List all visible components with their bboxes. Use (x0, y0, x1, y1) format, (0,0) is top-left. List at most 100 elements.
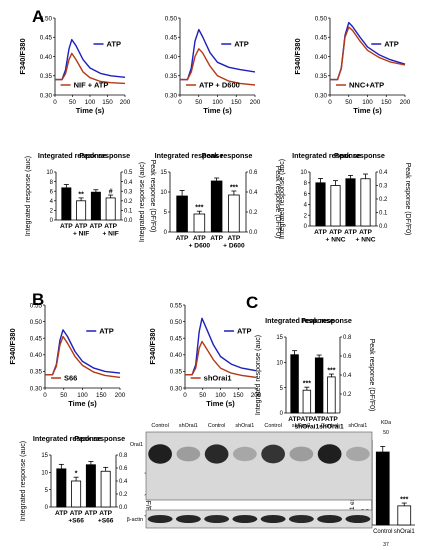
series-line-control (180, 28, 256, 81)
category-label: ATP (314, 229, 327, 236)
y2-tick-label: 0.3 (124, 189, 133, 195)
significance-marker: ** (78, 191, 84, 198)
kda-marker: 25 (383, 490, 389, 496)
y2-tick-label: 0.6 (343, 354, 352, 360)
series-line-treated (185, 340, 257, 379)
series-line-treated (180, 48, 256, 86)
orai1-band (233, 446, 257, 462)
bar (90, 191, 101, 221)
bar (397, 505, 412, 526)
lane-label: shOrai1 (179, 423, 198, 429)
bar (314, 357, 324, 414)
y-tick-label: 0.45 (30, 336, 43, 343)
bar-chart-A6: 0 2 4 6 8 10 0.0 0.1 0.2 0.3 0.4 Integrated respons… (279, 151, 411, 244)
bar (327, 376, 336, 414)
y-tick-label: 0.45 (170, 336, 183, 343)
row-label-orai1: Orai1 (130, 442, 143, 448)
bar-chart-A4: 0 2 4 6 8 10 0.0 0.1 0.2 0.3 0.4 0.5 Integrated resp… (25, 151, 156, 238)
y-tick-label: 5 (280, 386, 284, 392)
orai1-band (317, 444, 342, 464)
orai1-blot-background (145, 431, 373, 501)
y2-tick-label: 0.6 (249, 170, 258, 176)
x-tick-label: 0 (178, 99, 182, 106)
y2-tick-label: 0.8 (119, 453, 128, 459)
category-label: ATP (344, 229, 357, 236)
y2-tick-label: 0.2 (124, 199, 133, 205)
category-label: ATP + NNC (356, 229, 376, 244)
line-chart-A3: 0.30 0.35 0.40 0.45 0.50 0 50 100 150 200 Time (s)… (293, 15, 411, 115)
y-tick-label: 15 (41, 453, 48, 459)
bar (105, 197, 116, 221)
y-tick-label: 4 (304, 203, 308, 209)
significance-marker: *** (303, 381, 311, 388)
y2-axis-title: Peak response (DF/F0) (368, 339, 375, 412)
actin-band (204, 515, 230, 523)
y-tick-label: 0.30 (315, 92, 328, 99)
category-label: ATP (176, 235, 189, 242)
group-title: Integrated response (265, 316, 334, 325)
actin-blot-background (145, 509, 373, 529)
orai1-band (346, 446, 370, 462)
group-title: Peak response (334, 151, 385, 160)
line-chart-A1: 0.30 0.35 0.40 0.45 0.50 0 50 100 150 200 Time (s)… (18, 15, 131, 115)
kda-title: KDa (381, 420, 391, 426)
bar (290, 354, 299, 414)
y2-tick-label: 0.8 (343, 335, 352, 341)
line-chart-B2: 0.30 0.35 0.40 0.45 0.50 0.55 0 50 100 150 200 Time… (148, 302, 262, 408)
y-axis-title: F340/F380 (148, 328, 157, 364)
bar (210, 180, 223, 233)
legend-label-treated: ATP + D600 (199, 81, 240, 90)
y2-tick-label: 0.0 (249, 230, 258, 236)
group-title: Peak response (74, 434, 125, 443)
y-tick-label: 0.35 (30, 369, 43, 376)
x-axis-title: Time (s) (353, 106, 382, 115)
y-tick-label: 0.50 (170, 319, 183, 326)
bar (193, 213, 206, 233)
bar (56, 468, 67, 508)
actin-band (147, 515, 173, 523)
y-tick-label: 4 (50, 199, 54, 205)
y-tick-label: 0 (50, 218, 54, 224)
actin-band (260, 515, 286, 523)
kda-marker: 37 (383, 542, 389, 548)
y-tick-label: 10 (300, 170, 307, 176)
y-tick-label: 0.40 (30, 352, 43, 359)
y-axis-title: Integrated response (auc) (139, 162, 146, 242)
y2-tick-label: 0.2 (343, 392, 352, 398)
significance-marker: * (75, 471, 78, 478)
x-tick-label: 150 (102, 99, 113, 106)
y-tick-label: 0.50 (40, 15, 53, 22)
category-label: ATP (210, 235, 223, 242)
series-line-treated (45, 335, 121, 379)
y2-tick-label: 0.6 (119, 466, 128, 472)
orai1-band (148, 444, 172, 464)
x-tick-label: 0 (328, 99, 332, 106)
x-tick-label: 50 (195, 99, 203, 106)
y-tick-label: 0.30 (30, 385, 43, 392)
y-axis-title: F340/F380 (293, 38, 302, 74)
category-label: ATP (60, 223, 73, 230)
x-tick-label: 0 (43, 392, 47, 399)
actin-band (345, 515, 371, 523)
lane-label: Control (151, 423, 168, 429)
x-tick-label: 100 (85, 99, 96, 106)
orai1-band (204, 444, 229, 464)
y-tick-label: 0.50 (30, 319, 43, 326)
category-label: ATP + NNC (326, 229, 346, 244)
y-tick-label: 10 (41, 471, 48, 477)
bar (315, 182, 326, 227)
category-label: Control (373, 529, 392, 535)
category-label: ATP (55, 510, 68, 517)
x-tick-label: 50 (69, 99, 77, 106)
y-tick-label: 0.45 (40, 35, 53, 42)
bar-chart-C1: 0 5 10 15 0.2 0.4 0.6 0.8 Integrated response (a… (255, 316, 375, 431)
y-axis-title: Integrated response (auc) (25, 156, 32, 236)
legend-label-treated: S66 (64, 374, 77, 383)
y-axis-title: F340/F380 (8, 328, 17, 364)
y-tick-label: 0.35 (315, 73, 328, 80)
y2-tick-label: 0.0 (119, 505, 128, 511)
x-axis-title: Time (s) (68, 399, 97, 408)
x-tick-label: 100 (362, 99, 373, 106)
x-tick-label: 0 (53, 99, 57, 106)
y-tick-label: 5 (45, 488, 49, 494)
